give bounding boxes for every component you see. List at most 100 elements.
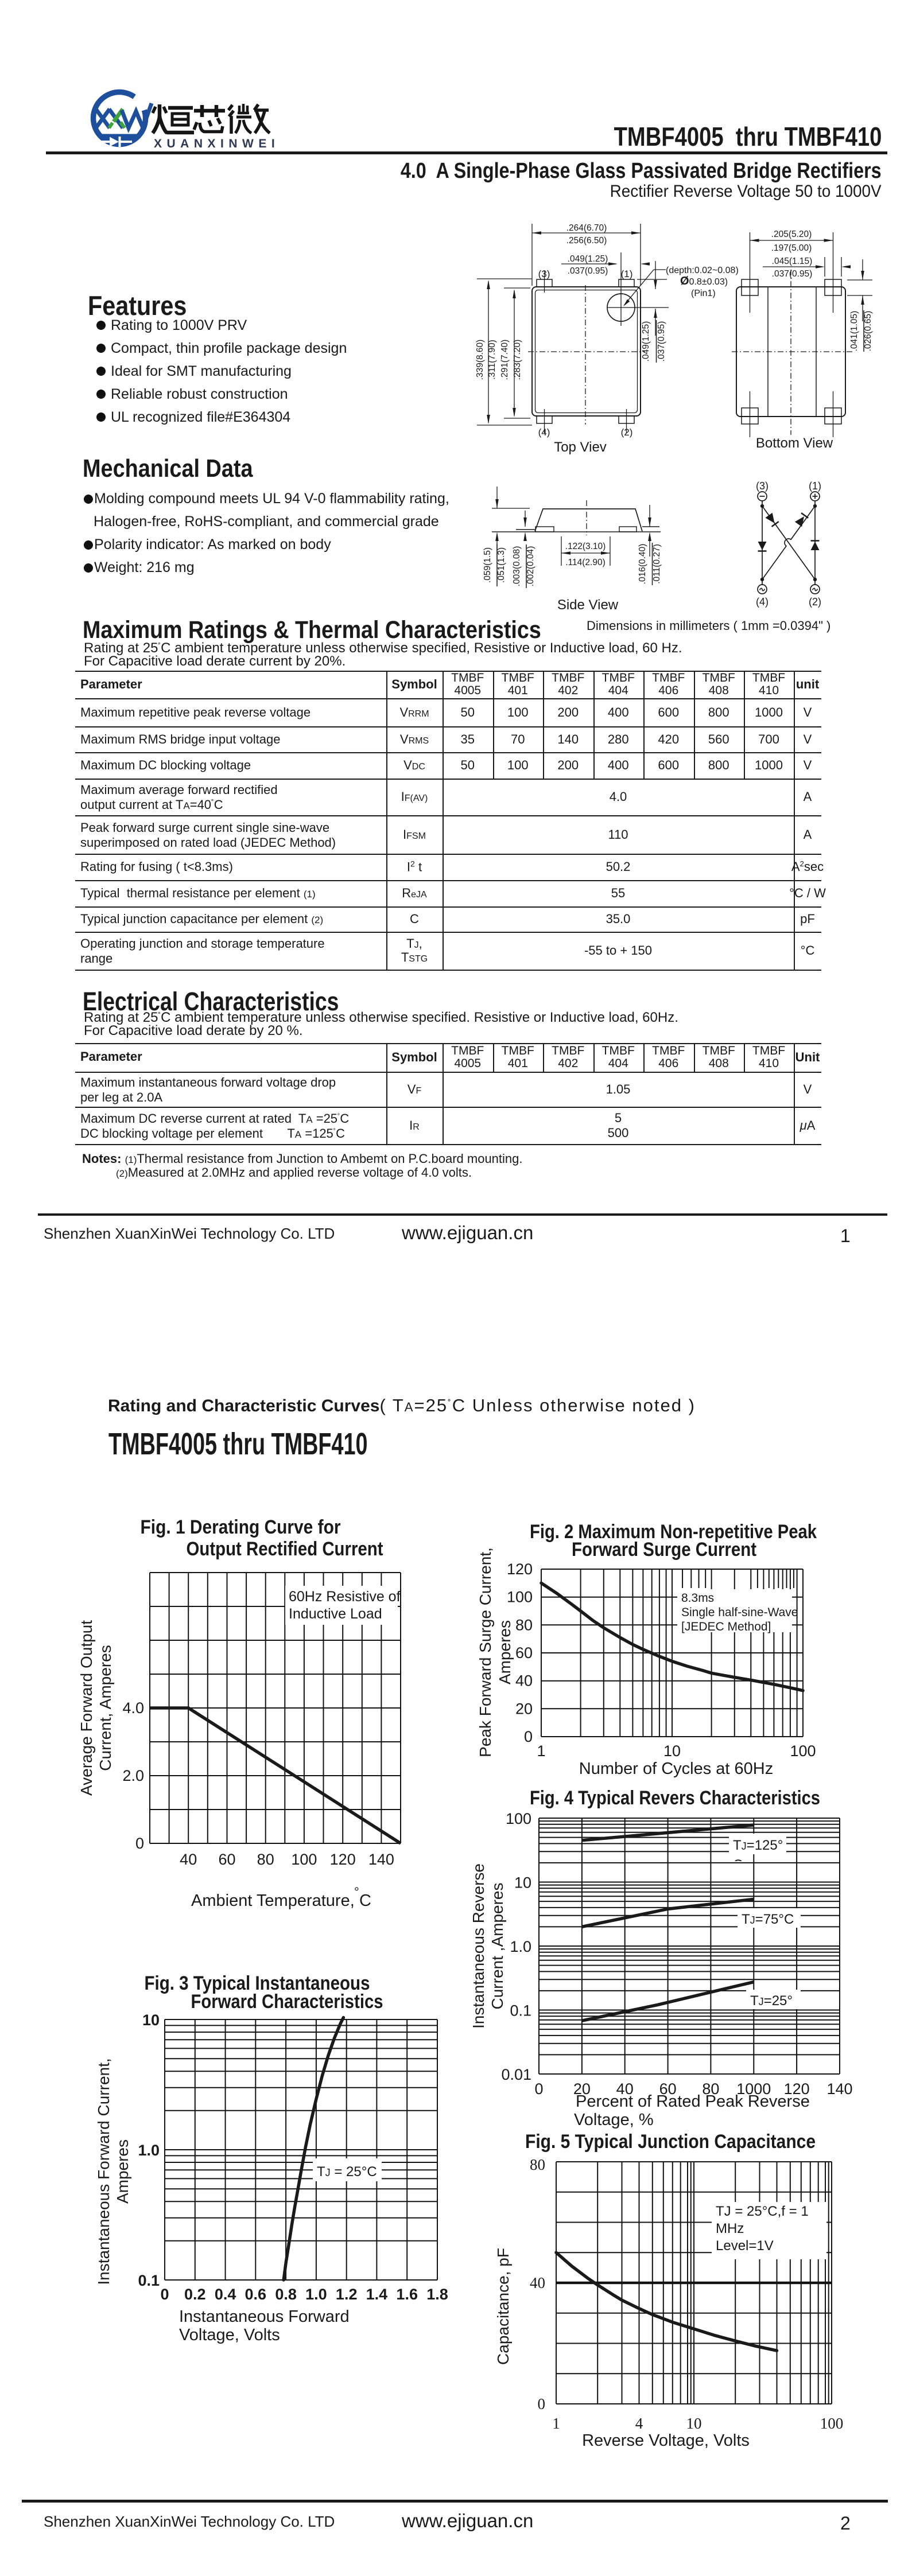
svg-text:MHz: MHz: [716, 2221, 744, 2236]
svg-text:0.6: 0.6: [245, 2286, 267, 2303]
svg-text:100: 100: [820, 2415, 844, 2432]
svg-text:.049(1.25): .049(1.25): [641, 321, 651, 362]
svg-text:0: 0: [135, 1835, 144, 1852]
svg-text:140: 140: [826, 2080, 852, 2098]
svg-text:Single half-sine-Wave: Single half-sine-Wave: [681, 1606, 798, 1619]
svg-text:Fig. 1 Derating Curve for: Fig. 1 Derating Curve for: [141, 1516, 341, 1538]
svg-text:4: 4: [635, 2415, 643, 2432]
svg-text:Percent of Rated Peak Reverse: Percent of Rated Peak Reverse: [576, 2092, 810, 2111]
svg-text:Top Viev: Top Viev: [554, 439, 607, 455]
svg-text:20: 20: [515, 1700, 533, 1717]
svg-text:60: 60: [515, 1644, 533, 1661]
svg-text:.026(0.65): .026(0.65): [863, 311, 873, 352]
svg-text:Voltage, %: Voltage, %: [574, 2111, 654, 2129]
svg-text:Average Forward Output: Average Forward Output: [77, 1620, 95, 1796]
svg-text:.041(1.05): .041(1.05): [849, 311, 859, 352]
svg-text:10: 10: [514, 1874, 531, 1892]
svg-text:C: C: [359, 1892, 371, 1910]
svg-text:.311(7.90): .311(7.90): [487, 340, 497, 380]
svg-text:°: °: [354, 1885, 359, 1899]
svg-text:.051(1.3): .051(1.3): [496, 547, 506, 583]
svg-text:0: 0: [524, 1728, 533, 1745]
svg-text:Instantaneous Forward: Instantaneous Forward: [179, 2307, 350, 2326]
svg-text:1: 1: [537, 1742, 545, 1760]
svg-text:Output Rectified Current: Output Rectified Current: [187, 1538, 383, 1560]
svg-text:8.3ms: 8.3ms: [681, 1591, 714, 1605]
svg-text:0: 0: [538, 2395, 546, 2412]
svg-text:1.0: 1.0: [138, 2142, 160, 2159]
svg-text:.003(0.08): .003(0.08): [512, 546, 522, 587]
svg-text:Fig. 4 Typical Revers Characte: Fig. 4 Typical Revers Characteristics: [530, 1787, 820, 1809]
svg-text:120: 120: [330, 1851, 356, 1868]
svg-text:Ø0.8±0.03): Ø0.8±0.03): [680, 275, 728, 287]
svg-text:100: 100: [506, 1810, 531, 1827]
svg-text:100: 100: [507, 1589, 533, 1606]
svg-text:.339(8.60): .339(8.60): [475, 340, 485, 380]
svg-text:0: 0: [160, 2286, 169, 2303]
svg-text:Inductive Load: Inductive Load: [289, 1606, 382, 1622]
svg-text:0.2: 0.2: [184, 2286, 206, 2303]
svg-text:Fig. 3 Typical Instantaneous: Fig. 3 Typical Instantaneous: [145, 1972, 370, 1994]
svg-text:(4): (4): [538, 427, 550, 438]
svg-text:(depth:0.02~0.08): (depth:0.02~0.08): [666, 266, 739, 275]
svg-text:(3): (3): [538, 269, 550, 279]
svg-text:.049(1.25): .049(1.25): [568, 254, 608, 264]
svg-text:Fig. 2 Maximum Non-repetitive: Fig. 2 Maximum Non-repetitive Peak: [530, 1521, 817, 1543]
svg-text:60: 60: [659, 2080, 677, 2098]
svg-text:Forward Surge Current: Forward Surge Current: [572, 1539, 756, 1561]
svg-text:TJ = 25°C,f = 1: TJ = 25°C,f = 1: [716, 2204, 809, 2219]
svg-text:4.0: 4.0: [122, 1699, 144, 1717]
svg-text:C: C: [733, 1857, 743, 1873]
svg-text:.122(3.10): .122(3.10): [565, 542, 606, 551]
svg-text:TJ=25°: TJ=25°: [750, 1993, 793, 2009]
svg-text:0.1: 0.1: [510, 2002, 531, 2019]
svg-text:Instantaneous Reverse: Instantaneous Reverse: [469, 1863, 487, 2029]
svg-text:100: 100: [291, 1851, 317, 1868]
svg-text:Instantaneous Forward Current,: Instantaneous Forward Current,: [95, 2058, 112, 2285]
svg-text:40: 40: [515, 1672, 533, 1690]
svg-text:TJ=75°C: TJ=75°C: [742, 1912, 794, 1927]
svg-text:(1): (1): [621, 269, 633, 279]
svg-text:0: 0: [534, 2080, 543, 2098]
svg-text:Reverse Voltage, Volts: Reverse Voltage, Volts: [582, 2431, 750, 2450]
svg-text:120: 120: [784, 2080, 810, 2098]
svg-text:2.0: 2.0: [122, 1767, 144, 1784]
svg-text:Bottom View: Bottom View: [756, 435, 833, 451]
svg-text:1.0: 1.0: [305, 2286, 327, 2303]
svg-text:0.01: 0.01: [501, 2066, 531, 2083]
svg-text:40: 40: [180, 1851, 197, 1868]
svg-text:.283(7.20): .283(7.20): [513, 340, 522, 380]
svg-text:(4): (4): [756, 596, 769, 608]
svg-text:Forward Characteristics: Forward Characteristics: [191, 1991, 383, 2013]
svg-text:1.0: 1.0: [510, 1938, 531, 1955]
svg-text:60Hz Resistive of: 60Hz Resistive of: [289, 1589, 401, 1605]
svg-text:.045(1.15): .045(1.15): [772, 256, 813, 266]
svg-text:Ambient Temperature,: Ambient Temperature,: [191, 1892, 355, 1910]
svg-text:.037(0.95): .037(0.95): [657, 321, 666, 362]
svg-text:Level=1V: Level=1V: [716, 2238, 774, 2254]
svg-text:(2): (2): [809, 596, 821, 608]
svg-text:.037(0.95): .037(0.95): [772, 269, 813, 279]
svg-text:0.1: 0.1: [138, 2272, 160, 2289]
svg-text:1: 1: [552, 2415, 560, 2432]
svg-text:100: 100: [790, 1742, 816, 1760]
svg-text:1000: 1000: [736, 2080, 771, 2098]
svg-text:.016(0.40): .016(0.40): [638, 544, 647, 585]
svg-text:10: 10: [686, 2415, 702, 2432]
svg-text:[JEDEC Method]: [JEDEC Method]: [681, 1620, 771, 1633]
svg-text:10: 10: [142, 2011, 160, 2029]
svg-text:TJ = 25°C: TJ = 25°C: [317, 2164, 377, 2180]
svg-text:140: 140: [368, 1851, 394, 1868]
svg-text:.002(0.04): .002(0.04): [526, 546, 535, 587]
svg-text:1.8: 1.8: [426, 2286, 448, 2303]
svg-text:Amperes: Amperes: [496, 1620, 514, 1684]
svg-text:(1): (1): [809, 480, 821, 492]
svg-text:Number of Cycles at 60Hz: Number of Cycles at 60Hz: [579, 1760, 773, 1778]
svg-text:40: 40: [530, 2274, 545, 2291]
svg-text:Capacitance, pF: Capacitance, pF: [494, 2248, 512, 2365]
svg-text:Amperes: Amperes: [114, 2139, 131, 2204]
svg-text:.291(7.40): .291(7.40): [500, 340, 510, 380]
svg-text:1.4: 1.4: [366, 2286, 388, 2303]
svg-text:.264(6.70): .264(6.70): [566, 223, 607, 233]
svg-text:40: 40: [616, 2080, 634, 2098]
